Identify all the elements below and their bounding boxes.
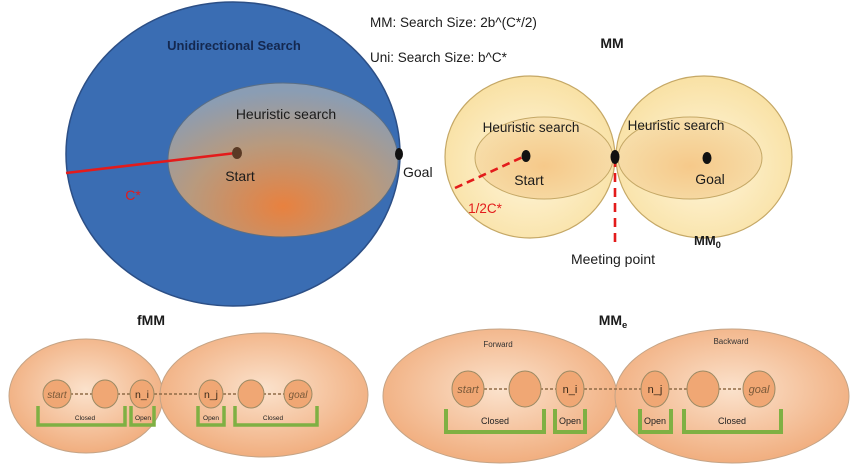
fmm-bracket-open-right [196, 406, 226, 427]
unidirectional-panel: Unidirectional Search Heuristic search S… [65, 1, 433, 307]
uni-title: Unidirectional Search [167, 38, 301, 53]
mme-closed-left-label: Closed [481, 416, 509, 426]
uni-goal-label: Goal [403, 164, 433, 180]
mme-open-left-label: Open [559, 416, 581, 426]
mme-node-mid-left [508, 370, 542, 408]
mm-start-point [521, 150, 531, 162]
mme-node-start-label: start [457, 384, 479, 396]
search-size-legend: MM: Search Size: 2b^(C*/2) Uni: Search S… [370, 15, 537, 65]
fmm-bracket-closed-right [233, 406, 319, 427]
fmm-panel: fMM start n_i n_j goal Closed Open Open … [8, 312, 369, 458]
mm0-label: MM0 [694, 233, 721, 251]
fmm-bracket-open-left [129, 406, 156, 427]
mme-node-ni-label: n_i [563, 384, 578, 396]
fmm-node-start [42, 379, 72, 409]
fmm-title: fMM [137, 312, 165, 328]
mme-backward-label: Backward [713, 337, 748, 346]
mme-open-right-label: Open [644, 416, 666, 426]
mm-left-heuristic-label: Heuristic search [483, 120, 580, 135]
fmm-open-left-label: Open [135, 415, 151, 422]
fmm-bracket-closed-left [36, 406, 127, 427]
fmm-closed-left-label: Closed [75, 415, 96, 422]
mme-bracket-closed-right [682, 409, 783, 434]
uni-start-label: Start [225, 168, 255, 184]
mme-node-nj [640, 370, 670, 408]
mm-panel: MM Heuristic search Heuristic search Sta… [444, 35, 793, 267]
uni-radius-label: C* [125, 187, 141, 203]
fmm-node-mid-left [91, 379, 119, 409]
mme-closed-right-label: Closed [718, 416, 746, 426]
mme-node-goal-label: goal [749, 384, 770, 396]
mm-radius-label: 1/2C* [468, 201, 503, 216]
mm-goal-label: Goal [695, 171, 725, 187]
fmm-node-nj [198, 379, 224, 409]
mme-title: MMe [599, 312, 628, 331]
uni-radius-line [65, 151, 237, 175]
mm-start-label: Start [514, 172, 544, 188]
uni-size-text: Uni: Search Size: b^C* [370, 50, 508, 65]
mm-meeting-label: Meeting point [571, 251, 655, 267]
mm-right-heuristic-label: Heuristic search [628, 118, 725, 133]
fmm-node-nj-label: n_j [204, 389, 218, 401]
fmm-node-mid-right [237, 379, 265, 409]
fmm-closed-right-label: Closed [263, 415, 284, 422]
fmm-node-goal [283, 379, 313, 409]
mme-node-start [451, 370, 485, 408]
fmm-node-start-label: start [47, 390, 68, 401]
mme-forward-label: Forward [483, 340, 512, 349]
mme-bracket-open-left [553, 409, 587, 434]
mm-size-text: MM: Search Size: 2b^(C*/2) [370, 15, 537, 30]
fmm-node-goal-label: goal [289, 390, 309, 401]
mm-goal-point [702, 152, 712, 164]
mme-node-mid-right [686, 370, 720, 408]
mme-bracket-open-right [638, 409, 673, 434]
mme-node-ni [555, 370, 585, 408]
mme-node-goal [742, 370, 776, 408]
mm-title: MM [600, 35, 623, 51]
mme-node-nj-label: n_j [648, 384, 663, 396]
uni-start-point [232, 147, 242, 159]
fmm-node-ni [129, 379, 155, 409]
mm-meeting-point [610, 150, 620, 164]
mme-backward-ellipse [614, 328, 850, 464]
uni-heuristic-label: Heuristic search [236, 106, 336, 122]
mme-panel: MMe Forward Backward start n_i n_j goal … [382, 312, 850, 464]
mme-bracket-closed-left [444, 409, 546, 434]
uni-goal-point [395, 148, 403, 160]
fmm-node-ni-label: n_i [135, 389, 149, 401]
fmm-open-right-label: Open [203, 415, 219, 422]
